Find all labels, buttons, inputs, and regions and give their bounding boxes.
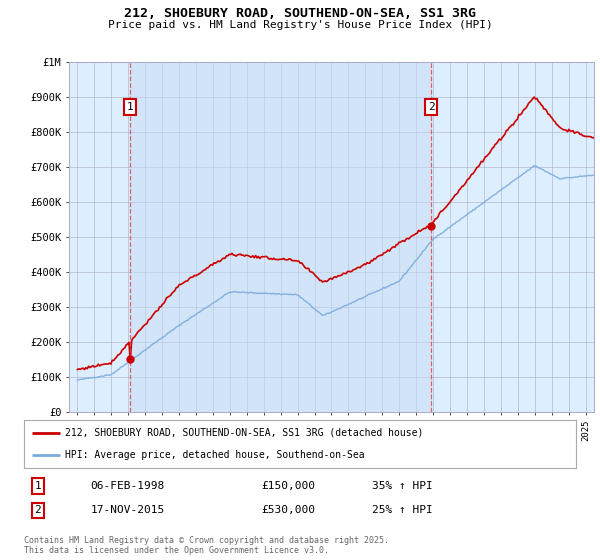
Text: 17-NOV-2015: 17-NOV-2015 bbox=[90, 505, 164, 515]
Text: 212, SHOEBURY ROAD, SOUTHEND-ON-SEA, SS1 3RG (detached house): 212, SHOEBURY ROAD, SOUTHEND-ON-SEA, SS1… bbox=[65, 428, 424, 438]
Text: 1: 1 bbox=[34, 481, 41, 491]
Text: HPI: Average price, detached house, Southend-on-Sea: HPI: Average price, detached house, Sout… bbox=[65, 450, 365, 460]
Text: 1: 1 bbox=[127, 102, 133, 112]
Text: Contains HM Land Registry data © Crown copyright and database right 2025.
This d: Contains HM Land Registry data © Crown c… bbox=[24, 536, 389, 556]
Text: 35% ↑ HPI: 35% ↑ HPI bbox=[372, 481, 433, 491]
Text: 06-FEB-1998: 06-FEB-1998 bbox=[90, 481, 164, 491]
Text: 2: 2 bbox=[428, 102, 434, 112]
Text: £530,000: £530,000 bbox=[262, 505, 316, 515]
Text: 25% ↑ HPI: 25% ↑ HPI bbox=[372, 505, 433, 515]
Text: Price paid vs. HM Land Registry's House Price Index (HPI): Price paid vs. HM Land Registry's House … bbox=[107, 20, 493, 30]
Text: 2: 2 bbox=[34, 505, 41, 515]
Text: £150,000: £150,000 bbox=[262, 481, 316, 491]
Text: 212, SHOEBURY ROAD, SOUTHEND-ON-SEA, SS1 3RG: 212, SHOEBURY ROAD, SOUTHEND-ON-SEA, SS1… bbox=[124, 7, 476, 20]
Bar bbox=[130, 62, 431, 412]
